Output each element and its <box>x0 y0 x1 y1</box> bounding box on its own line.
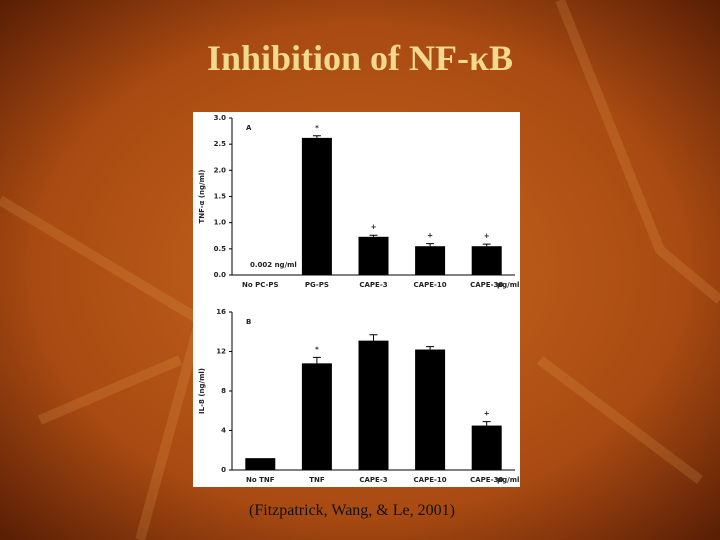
y-tick-label: 3.0 <box>214 114 227 122</box>
error-bar <box>482 243 491 247</box>
x-tick-label: CAPE-3 <box>359 476 387 484</box>
bar <box>415 349 446 470</box>
y-tick-label: 4 <box>221 427 226 435</box>
error-bar <box>482 421 491 426</box>
y-tick-label: 0 <box>221 466 226 474</box>
citation: (Fitzpatrick, Wang, & Le, 2001) <box>249 502 455 519</box>
error-bar <box>369 234 378 237</box>
bar <box>301 363 332 470</box>
bar <box>301 137 332 275</box>
x-tick-label: CAPE-10 <box>414 281 447 289</box>
bar <box>471 425 502 470</box>
y-tick-label: 2.5 <box>214 140 227 148</box>
charts: 0.0 0.5 1.0 1.5 2.0 2.5 3.0 TNF-α (ng/ml) A 0.002… <box>198 114 519 484</box>
y-tick-label: 0.0 <box>214 271 227 279</box>
bar <box>471 246 502 275</box>
x-unit: μg/ml <box>497 476 519 484</box>
x-tick-label: CAPE-10 <box>414 476 447 484</box>
y-tick-label: 1.0 <box>214 219 227 227</box>
error-bar <box>312 356 321 364</box>
panel-label: A <box>246 124 252 132</box>
bar <box>415 246 446 275</box>
significance-marker: + <box>484 410 490 418</box>
x-tick-label: No PC-PS <box>242 281 279 289</box>
significance-marker: + <box>371 223 377 231</box>
error-bar <box>426 346 435 350</box>
y-tick-label: 12 <box>216 348 226 356</box>
x-tick-label: No TNF <box>246 476 275 484</box>
bar <box>358 340 389 470</box>
y-tick-label: 8 <box>221 387 226 395</box>
x-tick-label: CAPE-30 <box>470 281 503 289</box>
error-bar <box>426 243 435 247</box>
significance-marker: * <box>315 124 319 132</box>
panel-label: B <box>246 318 251 326</box>
x-tick-label: TNF <box>309 476 325 484</box>
y-tick-label: 16 <box>216 308 226 316</box>
significance-marker: + <box>427 232 433 240</box>
slide-title: Inhibition of NF-κB <box>207 38 513 78</box>
y-tick-label: 0.5 <box>214 245 227 253</box>
y-tick-label: 1.5 <box>214 193 227 201</box>
y-tick-label: 2.0 <box>214 166 227 174</box>
annotation: 0.002 ng/ml <box>250 261 297 269</box>
x-tick-label: PG-PS <box>305 281 329 289</box>
y-axis-label: IL-8 (ng/ml) <box>198 368 206 414</box>
x-unit: μg/ml <box>497 281 519 289</box>
bar <box>245 458 276 470</box>
error-bar <box>369 334 378 341</box>
error-bar <box>312 135 321 138</box>
x-tick-label: CAPE-30 <box>470 476 503 484</box>
chart-image <box>193 112 520 487</box>
y-axis-label: TNF-α (ng/ml) <box>198 170 206 224</box>
significance-marker: + <box>484 232 490 240</box>
significance-marker: * <box>315 345 319 353</box>
bar <box>358 236 389 275</box>
x-tick-label: CAPE-3 <box>359 281 387 289</box>
